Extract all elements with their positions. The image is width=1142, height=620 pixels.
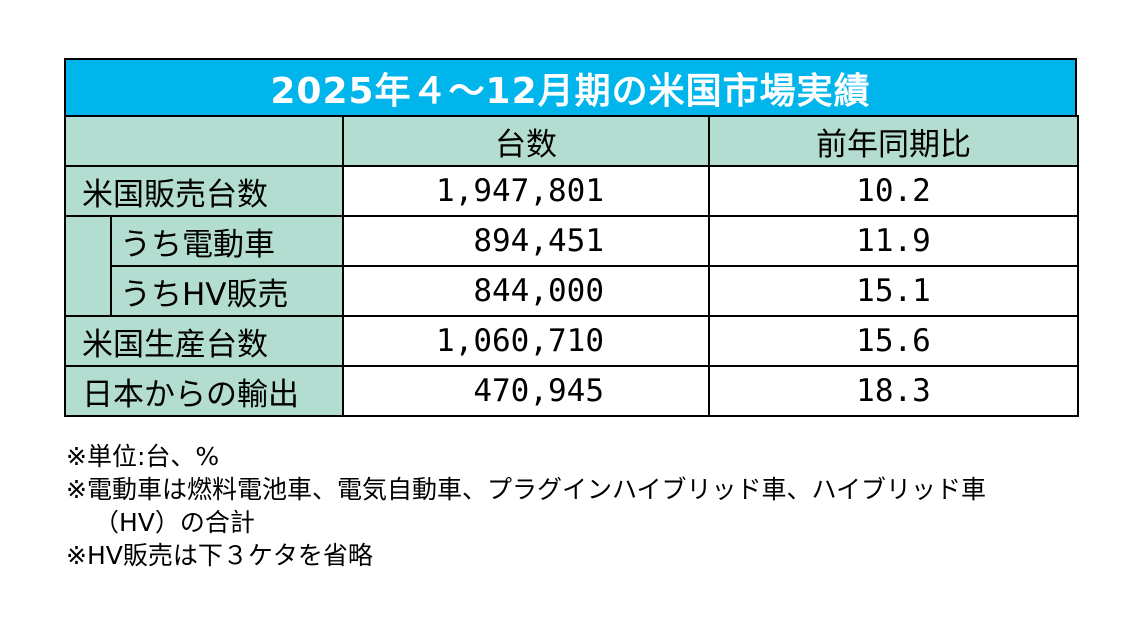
note-hv-rounding: ※HV販売は下３ケタを省略 — [66, 541, 373, 570]
header-yoy: 前年同期比 — [708, 115, 1079, 167]
row-yoy-us-sales: 10.2 — [708, 165, 1079, 217]
table-row: うちHV販売 844,000 15.1 — [65, 265, 1079, 317]
row-yoy-exports: 18.3 — [708, 365, 1079, 417]
header-blank — [64, 115, 344, 167]
row-units-hv-sales: 844,000 — [342, 265, 710, 317]
row-yoy-us-production: 15.6 — [708, 315, 1079, 367]
row-label-us-production: 米国生産台数 — [64, 315, 344, 367]
note-electrified-definition: ※電動車は燃料電池車、電気自動車、プラグインハイブリッド車、ハイブリッド車 — [66, 475, 986, 504]
note-units: ※単位:台、% — [66, 442, 220, 471]
row-label-us-sales: 米国販売台数 — [64, 165, 344, 217]
row-units-electrified: 894,451 — [342, 215, 710, 267]
table-row: 米国販売台数 1,947,801 10.2 — [64, 165, 1079, 217]
row-label-hv-sales: うちHV販売 — [110, 265, 344, 317]
indent-spacer — [64, 215, 112, 317]
table-row: うち電動車 894,451 11.9 — [64, 215, 1079, 317]
row-yoy-hv-sales: 15.1 — [708, 265, 1079, 317]
row-units-us-production: 1,060,710 — [342, 315, 710, 367]
results-table: 2025年４～12月期の米国市場実績 台数 前年同期比 米国販売台数 1,947… — [64, 58, 1079, 436]
table-title: 2025年４～12月期の米国市場実績 — [64, 58, 1077, 117]
header-row: 台数 前年同期比 — [64, 115, 1079, 167]
row-yoy-electrified: 11.9 — [708, 215, 1079, 267]
note-electrified-definition-cont: （HV）の合計 — [94, 508, 255, 537]
data-grid: 台数 前年同期比 米国販売台数 1,947,801 10.2 うち電動車 894… — [64, 115, 1079, 417]
row-label-exports: 日本からの輸出 — [64, 365, 344, 417]
footnotes: ※単位:台、% ※電動車は燃料電池車、電気自動車、プラグインハイブリッド車、ハイ… — [66, 440, 986, 572]
header-units: 台数 — [342, 115, 710, 167]
row-label-electrified: うち電動車 — [110, 215, 344, 267]
row-units-us-sales: 1,947,801 — [342, 165, 710, 217]
table-row: 日本からの輸出 470,945 18.3 — [64, 365, 1079, 417]
table-row: 米国生産台数 1,060,710 15.6 — [64, 315, 1079, 367]
row-units-exports: 470,945 — [342, 365, 710, 417]
